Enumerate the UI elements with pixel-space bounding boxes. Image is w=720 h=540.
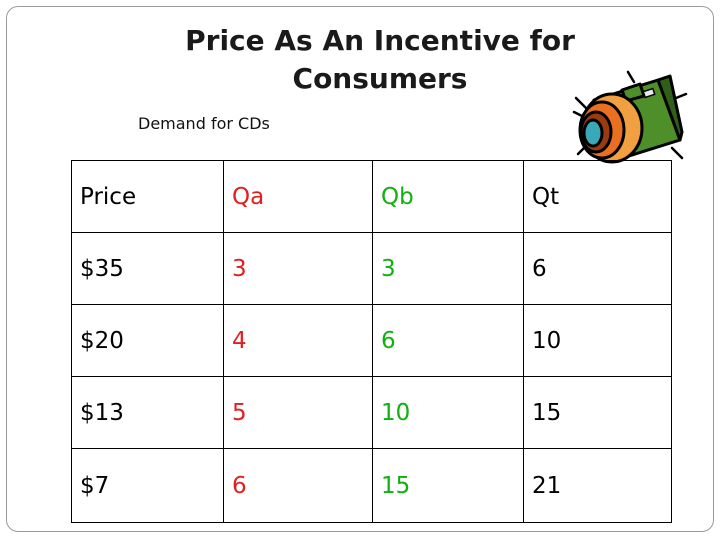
slide-title: Price As An Incentive for Consumers — [185, 24, 575, 95]
qb-cell: 6 — [372, 304, 524, 377]
qt-cell: 21 — [523, 448, 672, 523]
header-qa: Qa — [223, 160, 373, 233]
qb-cell: 10 — [372, 376, 524, 449]
header-qt: Qt — [523, 160, 672, 233]
camera-icon — [572, 70, 688, 164]
table-header-row: Price Qa Qb Qt — [71, 160, 672, 233]
qt-cell: 10 — [523, 304, 672, 377]
slide-frame — [6, 6, 714, 532]
qt-cell: 6 — [523, 232, 672, 305]
qa-cell: 5 — [223, 376, 373, 449]
header-price: Price — [71, 160, 224, 233]
qa-cell: 6 — [223, 448, 373, 523]
qa-cell: 4 — [223, 304, 373, 377]
demand-table: Price Qa Qb Qt $35 3 3 6 $20 4 6 10 $13 … — [71, 160, 672, 523]
price-cell: $35 — [71, 232, 224, 305]
qt-cell: 15 — [523, 376, 672, 449]
table-row: $7 6 15 21 — [71, 448, 672, 523]
table-caption: Demand for CDs — [138, 114, 270, 133]
qa-cell: 3 — [223, 232, 373, 305]
table-row: $13 5 10 15 — [71, 376, 672, 449]
header-qb: Qb — [372, 160, 524, 233]
table-row: $20 4 6 10 — [71, 304, 672, 377]
price-cell: $20 — [71, 304, 224, 377]
qb-cell: 15 — [372, 448, 524, 523]
price-cell: $13 — [71, 376, 224, 449]
table-row: $35 3 3 6 — [71, 232, 672, 305]
price-cell: $7 — [71, 448, 224, 523]
qb-cell: 3 — [372, 232, 524, 305]
